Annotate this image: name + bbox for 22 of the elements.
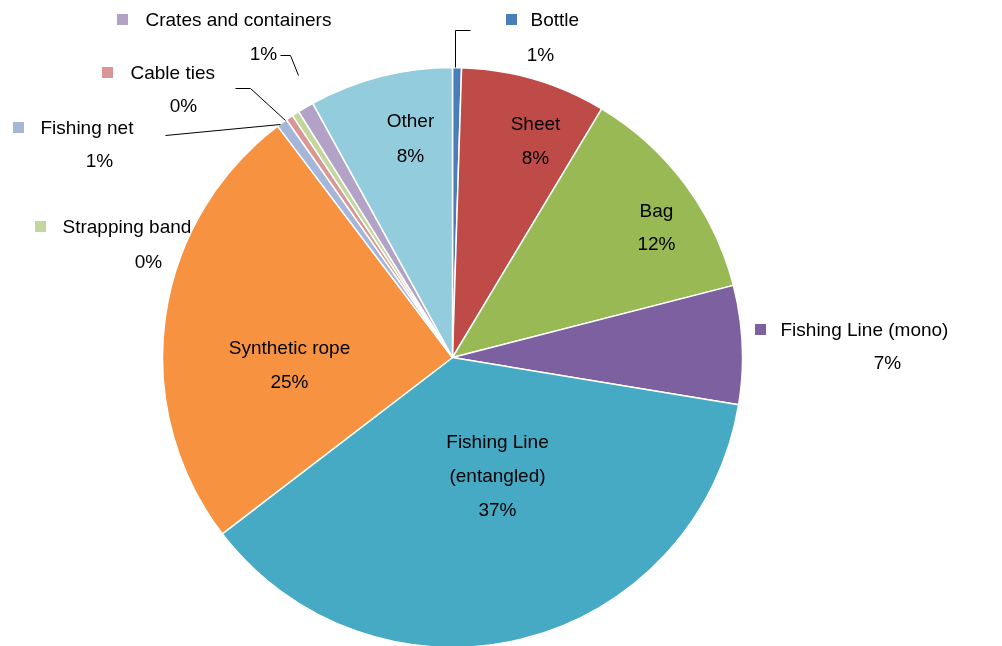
data-label: 12% (637, 233, 676, 254)
legend-label: Cable ties (130, 62, 215, 83)
data-label: 37% (478, 499, 517, 520)
legend-label: Strapping band (62, 216, 192, 237)
data-label: 25% (270, 371, 309, 392)
data-label: 1% (85, 150, 114, 171)
data-label: 8% (521, 147, 550, 168)
slice-label: Synthetic rope (228, 337, 351, 358)
data-label: 7% (873, 352, 902, 373)
legend-label: Fishing Line (mono) (780, 319, 949, 340)
slice-label: Other (386, 110, 435, 131)
data-label: 1% (526, 44, 555, 65)
data-label: 0% (134, 251, 163, 272)
slice-label: Sheet (510, 113, 562, 134)
data-label: 0% (169, 95, 198, 116)
slice-label: Fishing Line (entangled) (446, 431, 549, 486)
legend-label: Bottle (530, 9, 580, 30)
legend-label: Crates and containers (145, 9, 332, 30)
data-label: 8% (396, 145, 425, 166)
slice-label: Bag (639, 200, 674, 221)
data-label: 1% (249, 43, 278, 64)
legend-label: Fishing net (40, 117, 135, 138)
